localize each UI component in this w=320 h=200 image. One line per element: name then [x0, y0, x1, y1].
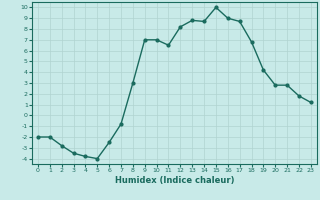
X-axis label: Humidex (Indice chaleur): Humidex (Indice chaleur)	[115, 176, 234, 185]
